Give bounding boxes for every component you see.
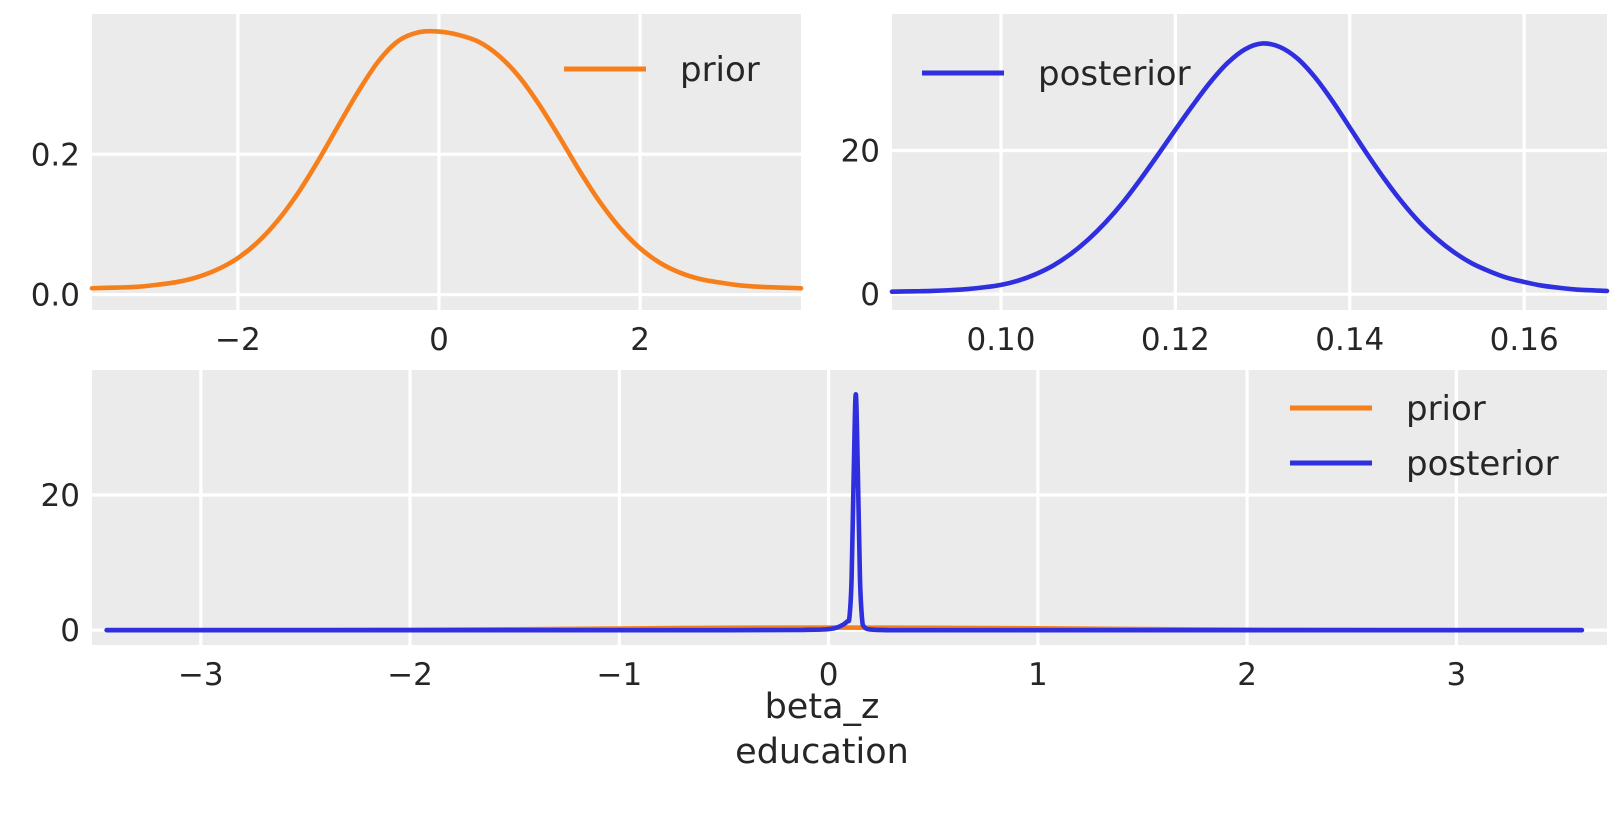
xaxis-title-line1: beta_z [765,687,880,727]
panel-background [92,14,801,310]
x-tick-label: 0 [819,657,839,693]
x-tick-label: −2 [215,322,261,358]
curve-posterior [889,41,1610,294]
panel-posterior: 0.10 0.12 0.14 0.16 0 20 posterior [841,14,1610,358]
panel-prior: −2 0 2 0.0 0.2 prior [31,14,804,358]
panel-combined: −3 −2 −1 0 1 2 3 0 20 prior posterior [41,370,1607,693]
y-tick-label: 0 [60,613,80,649]
x-tick-label: −2 [387,657,433,693]
xaxis-title-line2: education [735,732,909,772]
x-tick-label: 0.10 [966,322,1035,358]
y-tick-label: 0.0 [31,278,80,314]
x-tick-label: −1 [596,657,642,693]
x-tick-label: 0.14 [1315,322,1384,358]
x-tick-label: 1 [1028,657,1048,693]
y-tick-label: 20 [841,134,880,170]
x-tick-label: 2 [1237,657,1257,693]
y-tick-label: 20 [41,478,80,514]
legend-label-prior: prior [680,50,760,90]
y-tick-label: 0.2 [31,137,80,173]
x-tick-label: 3 [1446,657,1466,693]
legend-label-posterior: posterior [1038,54,1191,94]
legend-label-prior: prior [1406,389,1486,429]
panel-background [892,14,1607,310]
x-tick-label: 0.16 [1490,322,1559,358]
x-tick-label: 2 [630,322,650,358]
legend-label-posterior: posterior [1406,444,1559,484]
curve-posterior [104,392,1585,633]
x-tick-label: 0 [429,322,449,358]
x-tick-label: 0.12 [1141,322,1210,358]
curve-prior [89,28,804,291]
y-tick-label: 0 [860,277,880,313]
x-tick-label: −3 [178,657,224,693]
